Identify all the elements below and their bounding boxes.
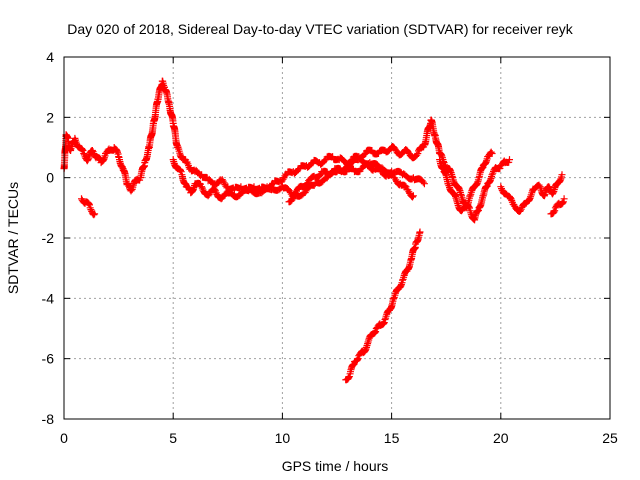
series-early-dip [78,195,99,219]
series-marker-trail [498,173,565,215]
x-axis-ticks: 0 5 10 15 20 25 [60,57,618,446]
plot-series [60,77,568,384]
series-tail-drop [547,195,568,218]
series-marker-trail [60,77,513,223]
series-late-arc [436,148,496,215]
series-marker-trail [548,198,567,218]
y-axis-ticks: -8 -6 -4 -2 0 2 4 [42,49,610,427]
x-tick-label: 10 [275,430,291,446]
series-marker-trail [343,229,424,384]
series-marker-trail [436,148,495,214]
data-point [560,195,568,203]
y-tick-label: 4 [46,49,54,65]
x-tick-label: 5 [169,430,177,446]
chart-title: Day 020 of 2018, Sidereal Day-to-day VTE… [67,21,573,37]
series-tail-segment [497,171,566,215]
y-axis-label: SDTVAR / TECUs [5,182,21,294]
y-tick-label: -6 [42,351,55,367]
series-mid-arc [285,160,417,206]
x-tick-label: 15 [384,430,400,446]
y-tick-label: 0 [46,170,54,186]
y-tick-label: -4 [42,290,55,306]
y-tick-label: 2 [46,109,54,125]
series-marker-trail [78,196,98,219]
x-tick-label: 0 [60,430,68,446]
grid-lines [64,57,610,419]
x-tick-label: 20 [493,430,509,446]
x-tick-label: 25 [602,430,618,446]
series-marker-trail [286,160,416,206]
series-descending-track [342,228,424,384]
data-point [80,150,88,157]
y-tick-label: -8 [42,411,55,427]
x-axis-label: GPS time / hours [282,458,389,474]
y-tick-label: -2 [42,230,55,246]
